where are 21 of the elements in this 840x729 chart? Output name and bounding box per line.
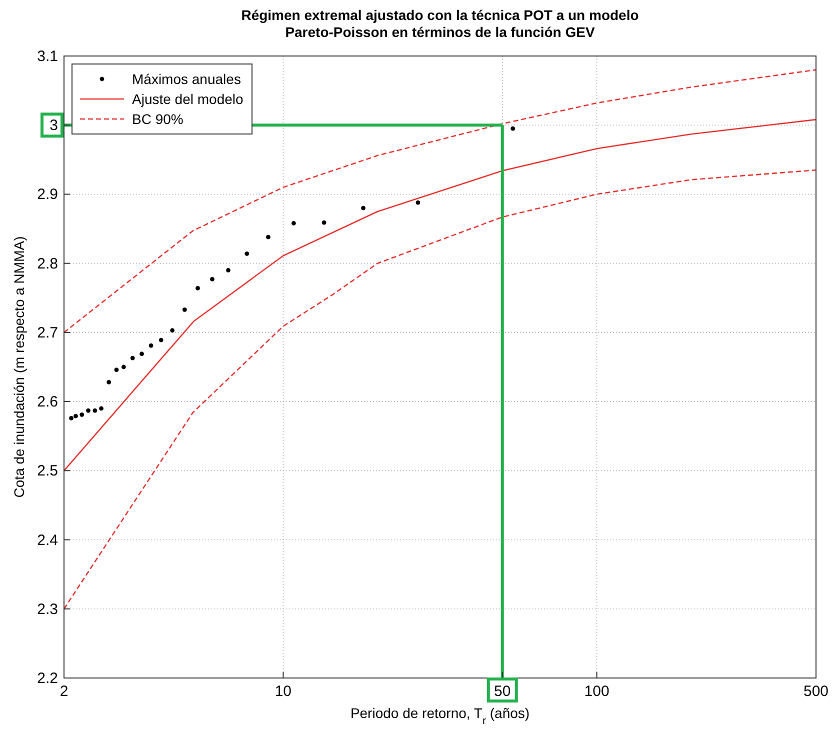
y-tick-label: 3.1: [37, 48, 58, 65]
y-tick-label: 2.5: [37, 462, 58, 480]
legend-label: BC 90%: [132, 111, 184, 127]
y-tick-label: 3: [50, 117, 58, 134]
x-tick-label: 2: [60, 683, 68, 700]
y-tick-label: 2.9: [37, 186, 58, 204]
legend-label: Ajuste del modelo: [132, 91, 244, 107]
x-tick-label: 50: [494, 683, 511, 700]
x-tick-label: 500: [803, 683, 829, 700]
y-axis-title: Cota de inundación (m respecto a NMMA): [11, 236, 27, 498]
chart-title: Régimen extremal ajustado con la técnica POT a un modelo Pareto-Poisson en términos de la función GEV: [241, 7, 639, 40]
y-tick-label: 2.4: [37, 532, 58, 549]
x-tick-label: 100: [584, 683, 610, 700]
x-tick-label: 10: [274, 683, 292, 700]
y-tick-label: 2.7: [37, 324, 58, 342]
y-tick-label: 2.3: [37, 600, 58, 618]
y-tick-label: 2.8: [37, 255, 58, 272]
y-tick-label: 2.6: [37, 394, 58, 411]
x-axis-title: Periodo de retorno, T$_{r}$ (años): [350, 705, 530, 727]
y-tick-label: 2.2: [37, 670, 58, 687]
legend-label: Máximos anuales: [132, 71, 241, 87]
